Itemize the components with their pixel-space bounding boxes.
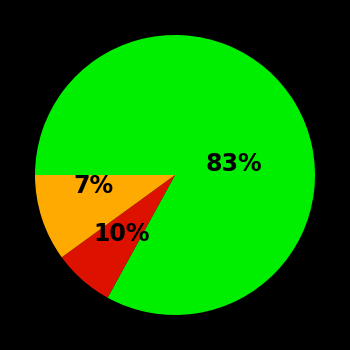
Wedge shape: [35, 35, 315, 315]
Wedge shape: [62, 175, 175, 298]
Wedge shape: [35, 175, 175, 257]
Text: 83%: 83%: [205, 152, 262, 176]
Text: 10%: 10%: [93, 222, 150, 246]
Text: 7%: 7%: [74, 174, 114, 198]
